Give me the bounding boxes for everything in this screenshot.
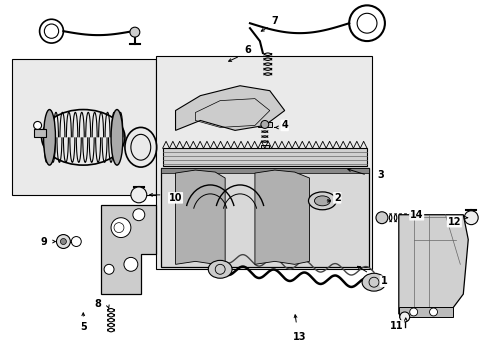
Polygon shape — [175, 86, 284, 130]
Ellipse shape — [314, 196, 330, 206]
Text: 3: 3 — [377, 170, 384, 180]
Ellipse shape — [208, 260, 232, 278]
Text: 5: 5 — [80, 322, 86, 332]
Circle shape — [130, 27, 140, 37]
Text: 8: 8 — [95, 299, 102, 309]
Polygon shape — [175, 170, 224, 264]
Text: 1: 1 — [380, 276, 386, 286]
Bar — [260, 145, 268, 150]
Text: 11: 11 — [389, 321, 403, 331]
Polygon shape — [398, 215, 468, 314]
Circle shape — [409, 308, 417, 316]
Text: 7: 7 — [271, 16, 278, 26]
Circle shape — [428, 308, 437, 316]
Bar — [12, 59, 155, 195]
Text: 2: 2 — [333, 193, 340, 203]
Circle shape — [260, 121, 268, 129]
Ellipse shape — [111, 109, 122, 165]
Ellipse shape — [308, 192, 336, 210]
Polygon shape — [254, 170, 309, 264]
Ellipse shape — [361, 273, 385, 291]
Text: 12: 12 — [447, 217, 460, 227]
Polygon shape — [101, 205, 155, 294]
Bar — [155, 56, 371, 269]
Circle shape — [111, 218, 131, 238]
Circle shape — [133, 209, 144, 221]
Circle shape — [104, 264, 114, 274]
Circle shape — [61, 239, 66, 244]
Ellipse shape — [43, 109, 55, 165]
Text: 9: 9 — [40, 237, 47, 247]
Circle shape — [123, 257, 138, 271]
Bar — [163, 148, 366, 166]
Bar — [398, 307, 452, 317]
Bar — [34, 129, 45, 137]
Text: 10: 10 — [168, 193, 182, 203]
Circle shape — [375, 212, 387, 224]
Bar — [161, 168, 368, 173]
Text: 6: 6 — [244, 45, 251, 55]
Text: 14: 14 — [409, 210, 423, 220]
Circle shape — [34, 121, 41, 129]
Text: 4: 4 — [281, 121, 287, 130]
Circle shape — [399, 312, 409, 322]
Circle shape — [463, 211, 477, 225]
Bar — [257, 122, 271, 127]
Text: 13: 13 — [292, 332, 305, 342]
Bar — [161, 168, 368, 267]
Circle shape — [131, 187, 146, 203]
Circle shape — [56, 235, 70, 248]
